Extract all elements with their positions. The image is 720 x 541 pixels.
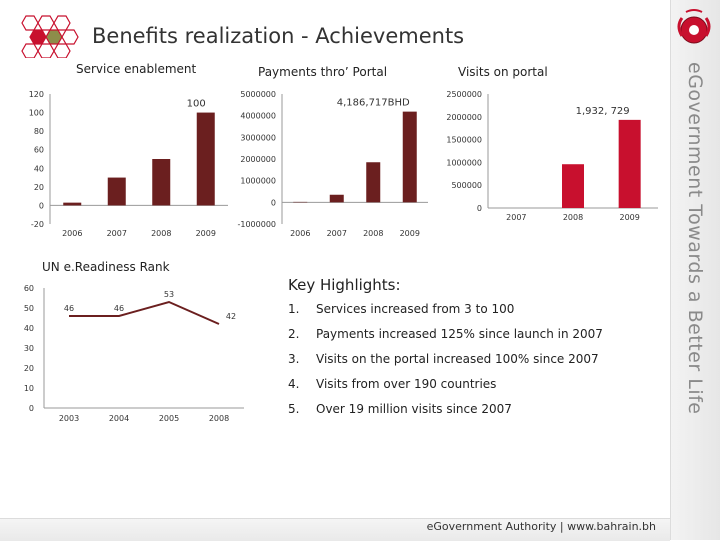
y-tick-label: 0 (39, 201, 44, 210)
bar (330, 195, 344, 203)
highlight-number: 3. (288, 352, 299, 366)
x-tick-label: 2008 (151, 229, 171, 238)
bar (366, 162, 380, 202)
bar (562, 164, 584, 208)
highlight-item: 2. Payments increased 125% since launch i… (288, 325, 668, 350)
payments-chart: -1000000 0 1000000 2000000 3000000 4000000 500… (226, 80, 436, 240)
y-tick-label: 100 (29, 109, 44, 118)
slide-title: Benefits realization - Achievements (92, 24, 464, 48)
bar (197, 113, 215, 206)
highlight-text: Payments increased 125% since launch in … (316, 327, 603, 341)
highlight-text: Visits on the portal increased 100% sinc… (316, 352, 599, 366)
highlight-number: 4. (288, 377, 299, 391)
y-tick-label: 20 (24, 364, 34, 373)
highlight-item: 5. Over 19 million visits since 2007 (288, 400, 668, 425)
chart1-title: Service enablement (76, 62, 196, 76)
service-enablement-chart: -20 0 20 40 60 80 100 120 2006 2007 2008 2009 100 (18, 80, 233, 240)
highlight-text: Services increased from 3 to 100 (316, 302, 514, 316)
data-label: 46 (64, 304, 74, 313)
bar (63, 203, 81, 206)
bar (108, 178, 126, 206)
data-label: 4,186,717BHD (337, 98, 410, 109)
y-tick-label: 40 (24, 324, 34, 333)
visits-chart: 0 500000 1000000 1500000 2000000 2500000 2007 2… (436, 80, 668, 240)
data-label: 53 (164, 290, 174, 299)
y-tick-label: 500000 (451, 181, 482, 190)
footer-text: eGovernment Authority | www.bahrain.bh (427, 520, 656, 533)
x-tick-label: 2007 (506, 213, 526, 222)
highlights-list: 1. Services increased from 3 to 100 2. Pay… (288, 300, 668, 425)
y-tick-label: 2000000 (240, 155, 276, 164)
sidebar-slogan-text: eGovernment Towards a Better Life (684, 62, 706, 414)
x-tick-label: 2009 (400, 229, 420, 238)
hexagon-logo-icon (18, 12, 88, 58)
data-label: 1,932, 729 (576, 106, 630, 117)
emblem-icon (672, 6, 716, 52)
y-tick-label: 30 (24, 344, 34, 353)
x-tick-label: 2009 (196, 229, 216, 238)
chart4-title: UN e.Readiness Rank (42, 260, 170, 274)
bar (403, 112, 417, 203)
highlight-number: 1. (288, 302, 299, 316)
x-tick-label: 2007 (327, 229, 347, 238)
highlight-text: Visits from over 190 countries (316, 377, 496, 391)
x-tick-label: 2007 (107, 229, 127, 238)
y-tick-label: 20 (34, 183, 44, 192)
y-tick-label: -1000000 (237, 220, 276, 229)
y-tick-label: 120 (29, 90, 44, 99)
sidebar-slogan: eGovernment Towards a Better Life (676, 62, 716, 532)
x-tick-label: 2005 (159, 414, 179, 423)
x-tick-label: 2006 (62, 229, 82, 238)
y-tick-label: 0 (271, 198, 276, 207)
highlight-item: 4. Visits from over 190 countries (288, 375, 668, 400)
y-tick-label: 1000000 (446, 158, 482, 167)
y-tick-label: 3000000 (240, 133, 276, 142)
highlight-number: 5. (288, 402, 299, 416)
highlight-number: 2. (288, 327, 299, 341)
data-label: 46 (114, 304, 124, 313)
un-readiness-chart: 0 10 20 30 40 50 60 2003 46 2004 46 2005 53 2008 42 (18, 276, 258, 436)
highlight-item: 3. Visits on the portal increased 100% si… (288, 350, 668, 375)
y-tick-label: -20 (31, 220, 44, 229)
y-tick-label: 10 (24, 384, 34, 393)
bar (152, 159, 170, 205)
y-tick-label: 60 (34, 146, 44, 155)
bar (619, 120, 641, 208)
y-tick-label: 40 (34, 164, 44, 173)
highlight-item: 1. Services increased from 3 to 100 (288, 300, 668, 325)
highlights-title: Key Highlights: (288, 276, 401, 294)
y-tick-label: 5000000 (240, 90, 276, 99)
x-tick-label: 2006 (290, 229, 310, 238)
chart2-title: Payments thro’ Portal (258, 65, 387, 79)
y-tick-label: 0 (29, 404, 34, 413)
x-tick-label: 2003 (59, 414, 79, 423)
y-tick-label: 1000000 (240, 177, 276, 186)
y-tick-label: 4000000 (240, 112, 276, 121)
data-label: 100 (187, 99, 206, 110)
x-tick-label: 2008 (209, 414, 229, 423)
highlight-text: Over 19 million visits since 2007 (316, 402, 512, 416)
y-tick-label: 0 (477, 204, 482, 213)
x-tick-label: 2008 (363, 229, 383, 238)
x-tick-label: 2008 (563, 213, 583, 222)
y-tick-label: 1500000 (446, 136, 482, 145)
x-tick-label: 2004 (109, 414, 129, 423)
y-tick-label: 50 (24, 304, 34, 313)
data-label: 42 (226, 312, 236, 321)
y-tick-label: 2000000 (446, 113, 482, 122)
y-tick-label: 60 (24, 284, 34, 293)
series-line (69, 302, 219, 324)
y-tick-label: 2500000 (446, 90, 482, 99)
chart3-title: Visits on portal (458, 65, 548, 79)
x-tick-label: 2009 (619, 213, 639, 222)
y-tick-label: 80 (34, 127, 44, 136)
